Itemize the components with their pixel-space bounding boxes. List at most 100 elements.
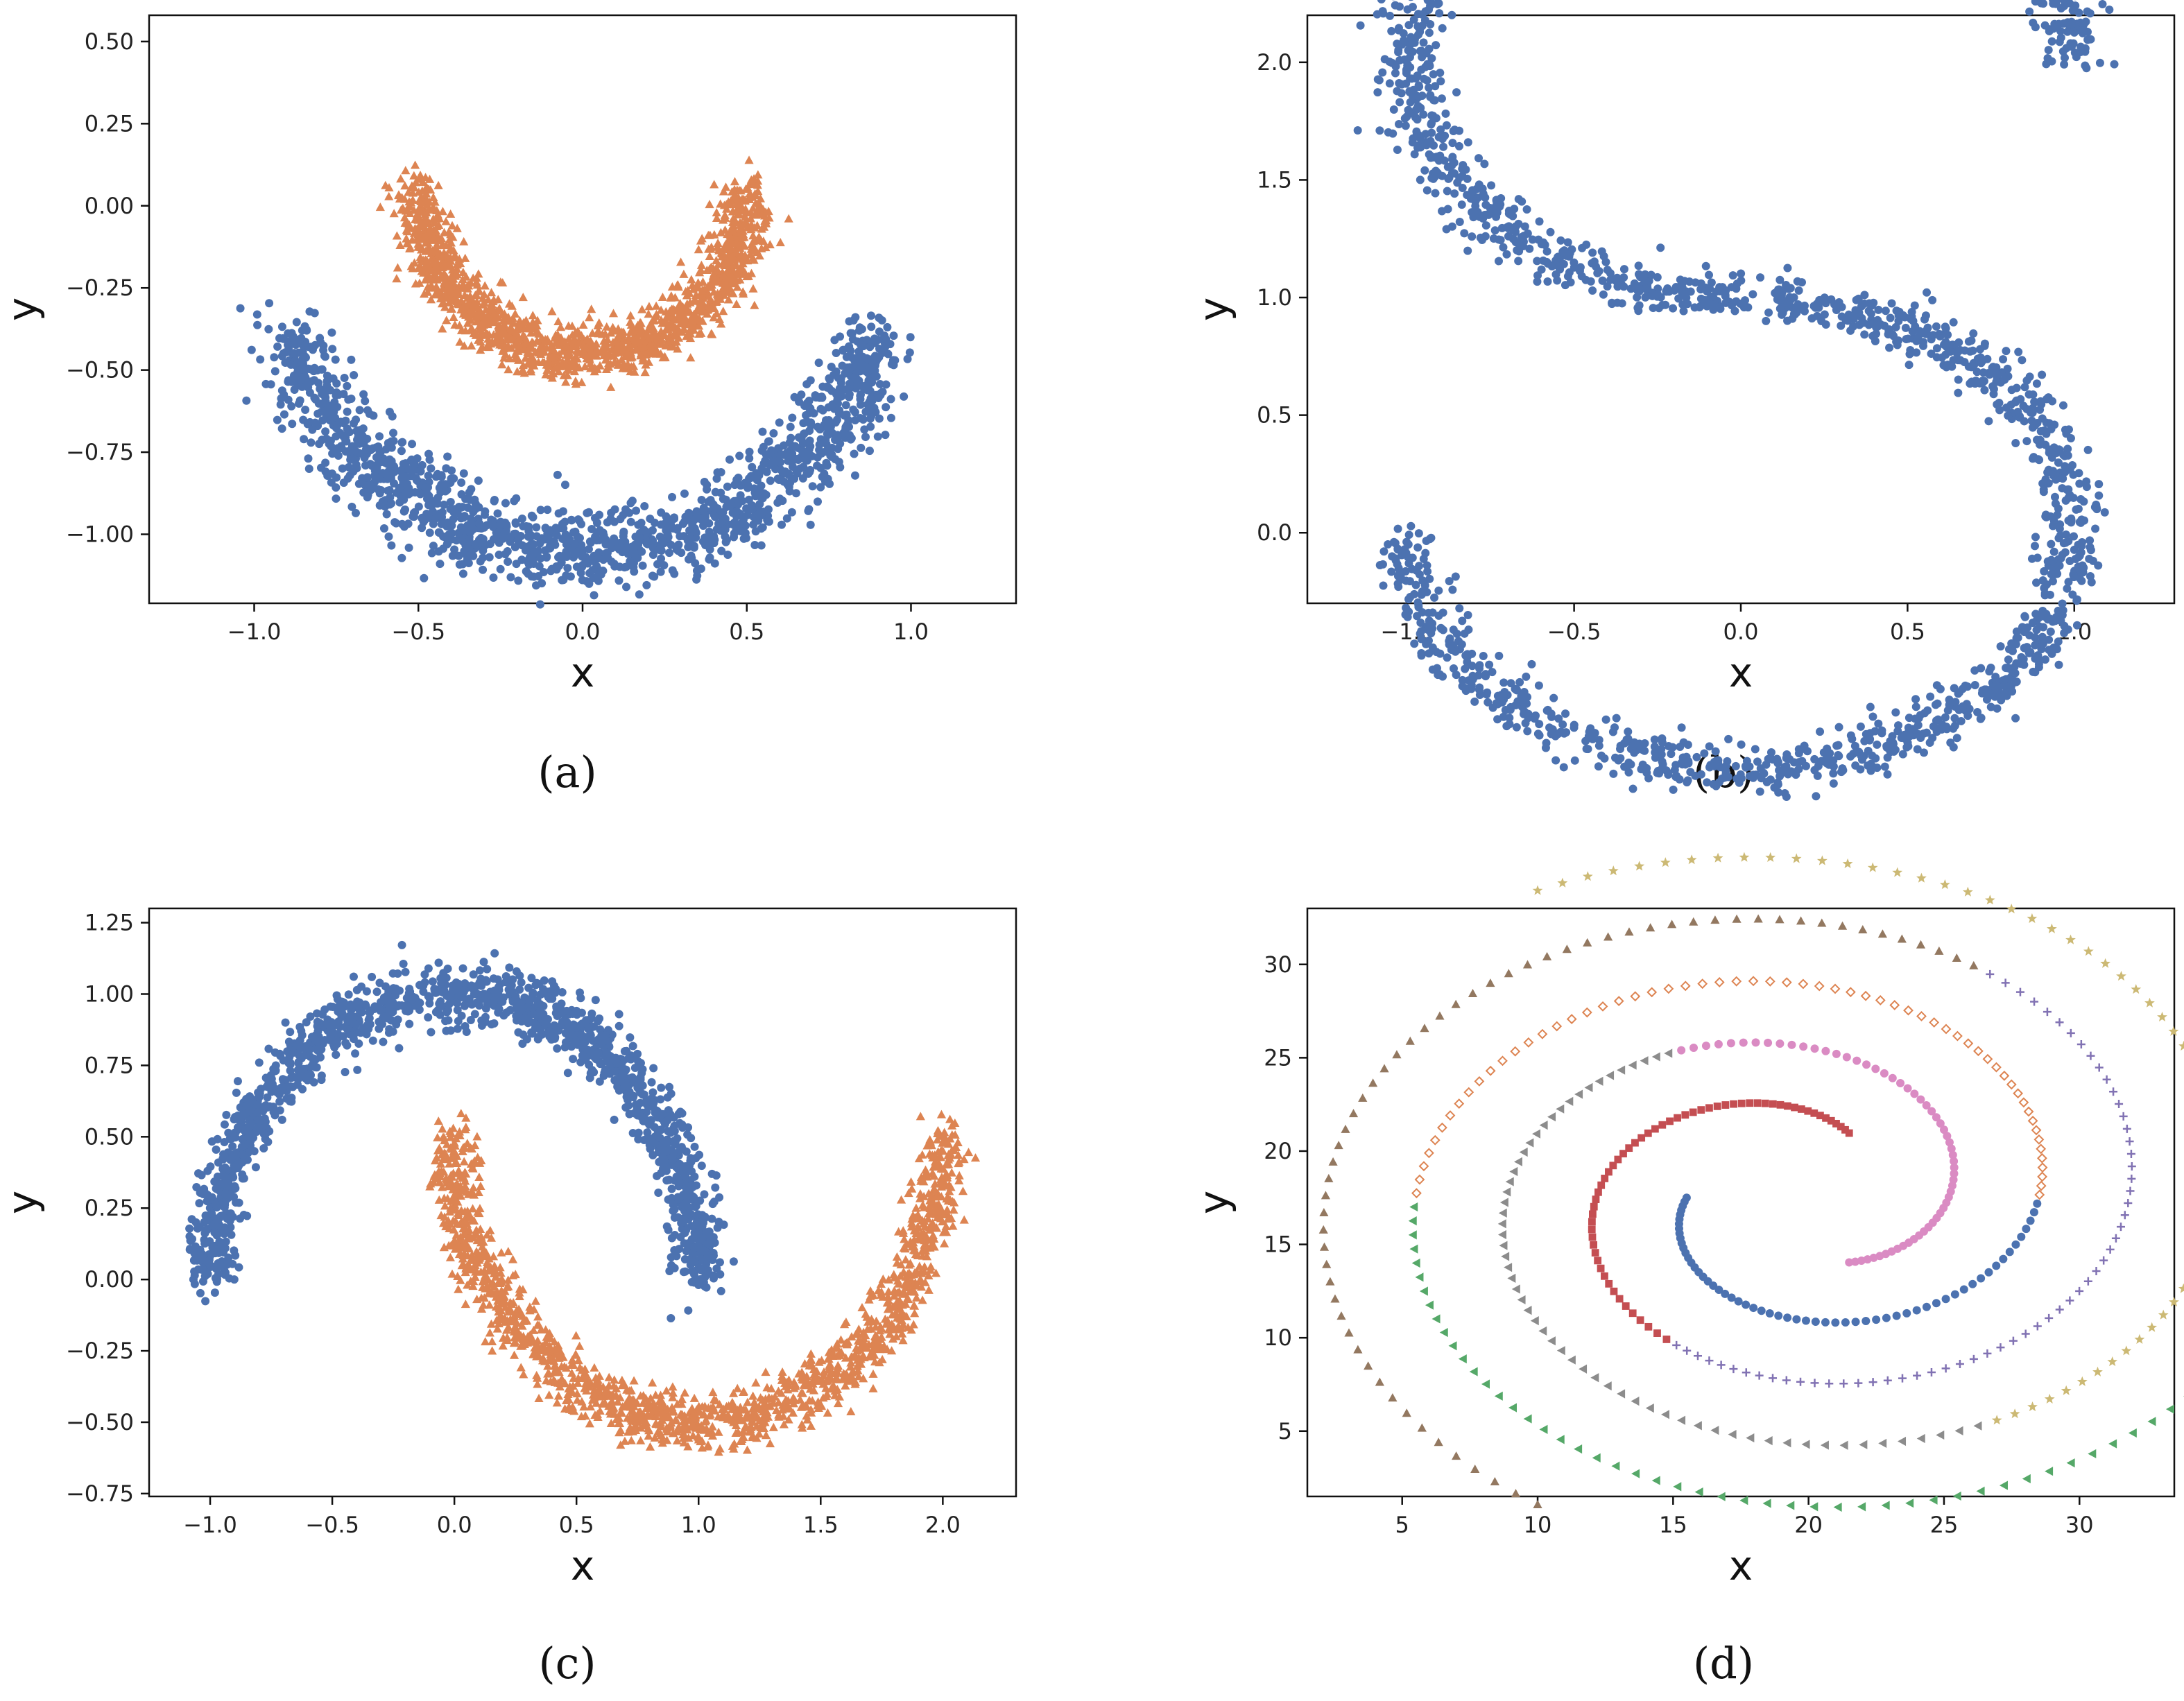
panel-b-point [1427, 152, 1436, 161]
panel-a-point [692, 507, 701, 516]
panel-a-point [738, 254, 748, 263]
panel-a-point [743, 223, 753, 232]
panel-b-point [1737, 740, 1746, 749]
panel-a-point [511, 338, 521, 347]
panel-a-point [416, 467, 425, 476]
panel-b-point [1499, 678, 1508, 687]
panel-a-point [699, 506, 708, 515]
panel-a-point [651, 301, 661, 310]
panel-a-point [437, 472, 446, 481]
panel-a-point [369, 411, 378, 420]
panel-a-point [351, 508, 360, 517]
panel-a-point [361, 397, 370, 406]
panel-a-point [352, 435, 361, 444]
panel-a-point [395, 498, 404, 507]
panel-d-ylabel: y [1190, 1191, 1237, 1214]
panel-b-point [2036, 405, 2045, 414]
panel-a-point [728, 252, 738, 261]
panel-a-point [606, 382, 616, 391]
panel-b-point [1600, 754, 1609, 763]
panel-a-point [719, 508, 728, 517]
panel-a-point [673, 525, 682, 534]
panel-a-point [672, 545, 681, 554]
panel-a-point [310, 363, 319, 372]
panel-a-point [673, 344, 682, 353]
panel-b-point [1408, 0, 1414, 1]
panel-a-point [474, 269, 483, 278]
x-tick-label: 0.0 [1723, 619, 1759, 645]
panel-b-point [1468, 232, 1477, 241]
panel-a-point [712, 208, 721, 217]
panel-a-point [723, 259, 732, 268]
panel-a-point [328, 345, 337, 354]
panel-a-point [256, 355, 265, 364]
panel-b-point [1588, 248, 1597, 257]
panel-a-point [750, 244, 760, 253]
panel-a-point [710, 512, 719, 521]
panel-b-point [1439, 142, 1448, 151]
panel-a-point [480, 281, 490, 290]
panel-b-point [1793, 277, 1802, 286]
panel-a-point [668, 492, 677, 501]
panel-a-point [667, 282, 677, 291]
panel-a-point [813, 461, 822, 470]
y-tick-label: 0.00 [85, 193, 134, 219]
panel-a-point [332, 494, 341, 503]
panel-b-xlabel: x [1729, 649, 1753, 696]
panel-a-point [746, 207, 756, 216]
panel-a-point [543, 529, 552, 538]
panel-a-point [905, 348, 914, 357]
panel-a-point [703, 481, 712, 490]
panel-a-point [384, 183, 394, 192]
x-tick-label: −0.5 [391, 619, 445, 645]
panel-a-point [748, 463, 757, 472]
panel-a-point [719, 494, 728, 503]
panel-b-point [1403, 60, 1412, 69]
panel-b-point [1677, 723, 1686, 732]
panel-a-point [411, 474, 420, 483]
panel-a-point [604, 362, 614, 371]
panel-a-point [415, 196, 424, 205]
panel-a-point [342, 437, 351, 446]
panel-a-point [762, 467, 771, 476]
x-tick-label: 0.5 [1890, 619, 1925, 645]
panel-a-point [329, 413, 338, 422]
panel-b-series-1 [1353, 0, 2119, 801]
panel-a-point [549, 353, 558, 362]
panel-a-point [738, 497, 747, 506]
panel-a-point [844, 384, 853, 393]
panel-b-point [2014, 347, 2023, 356]
panel-a-point [349, 443, 358, 452]
panel-a-point [378, 469, 387, 478]
panel-a-point [802, 411, 811, 420]
panel-a-point [736, 269, 746, 278]
panel-a-point [536, 506, 545, 515]
panel-b-point [2083, 445, 2092, 454]
panel-b-point [1531, 711, 1540, 720]
panel-a-point [447, 466, 456, 475]
panel-a-point [288, 420, 297, 429]
panel-b-point [1883, 753, 1892, 762]
panel-a-point [319, 346, 328, 355]
panel-a-point [503, 547, 512, 556]
panel-a-point [660, 561, 669, 570]
panel-a-point [648, 571, 657, 580]
panel-b-point [1748, 290, 1757, 299]
panel-a-point [338, 464, 347, 473]
panel-a-point [490, 497, 499, 506]
panel-a-point [495, 550, 504, 559]
panel-a-point [418, 524, 427, 533]
panel-b-point [2067, 514, 2076, 523]
panel-b-point [1413, 543, 1422, 552]
panel-a-point [387, 437, 396, 446]
panel-a-point [705, 545, 714, 554]
panel-a-point [793, 456, 802, 465]
panel-a-point [307, 438, 316, 447]
panel-a-point [395, 241, 405, 250]
panel-b-point [1904, 361, 1914, 370]
panel-a-point [771, 465, 780, 474]
panel-a-point [481, 507, 490, 516]
panel-a-point [450, 545, 459, 554]
panel-d-xlabel: x [1729, 1542, 1753, 1589]
panel-b-point [1420, 166, 1429, 175]
